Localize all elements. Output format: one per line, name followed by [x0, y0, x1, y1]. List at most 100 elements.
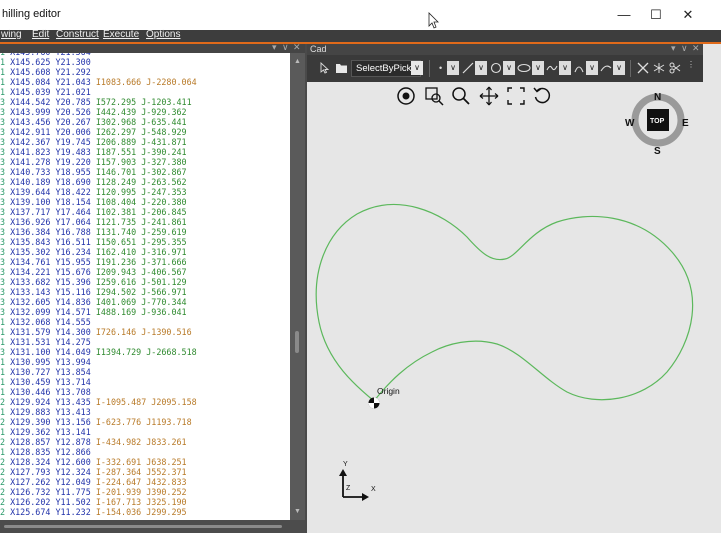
scrollbar-thumb[interactable]	[295, 331, 299, 353]
close-button[interactable]: ✕	[682, 7, 694, 22]
circle-tool-icon[interactable]	[490, 62, 502, 74]
point-tool-chevron-icon[interactable]: ∨	[447, 61, 459, 75]
cad-pin-icon[interactable]: ∨	[681, 43, 688, 53]
code-line[interactable]: 3 X136.384 Y16.788 I131.740 J-259.619	[0, 227, 187, 237]
code-line[interactable]: 3 X132.605 Y14.836 I401.069 J-770.344	[0, 297, 187, 307]
zoom-icon[interactable]	[451, 86, 471, 106]
code-line[interactable]: 2 X128.324 Y12.600 I-332.691 J638.251	[0, 457, 187, 467]
code-line[interactable]: 3 X141.278 Y19.220 I157.903 J-327.380	[0, 157, 187, 167]
code-line[interactable]: 2 X129.924 Y13.435 I-1095.487 J2095.158	[0, 397, 197, 407]
editor-horizontal-scrollbar[interactable]	[0, 520, 305, 533]
code-line[interactable]: 1 X130.727 Y13.854	[0, 367, 96, 377]
code-line[interactable]: 2 X127.793 Y12.324 I-287.364 J552.371	[0, 467, 187, 477]
cad-canvas[interactable]	[307, 82, 703, 520]
code-line[interactable]: 2 X126.202 Y11.502 I-167.713 J325.190	[0, 497, 187, 507]
code-line[interactable]: 3 X139.644 Y18.422 I120.995 J-247.353	[0, 187, 187, 197]
line-tool-chevron-icon[interactable]: ∨	[475, 61, 487, 75]
hscrollbar-thumb[interactable]	[4, 525, 282, 528]
ellipse-tool-icon[interactable]	[517, 62, 531, 74]
editor-menu-icon[interactable]: ▾	[272, 42, 277, 52]
code-line[interactable]: 2 X126.732 Y11.775 I-201.939 J390.252	[0, 487, 187, 497]
spline-tool-icon[interactable]	[546, 62, 558, 74]
code-line-prefix: 2	[0, 457, 6, 467]
pointer-tool-icon[interactable]	[319, 62, 331, 74]
code-line[interactable]: 3 X139.100 Y18.154 I108.404 J-220.380	[0, 197, 187, 207]
code-line[interactable]: 3 X142.367 Y19.745 I206.889 J-431.871	[0, 137, 187, 147]
code-line[interactable]: 3 X143.456 Y20.267 I302.968 J-635.441	[0, 117, 187, 127]
menu-item-drawing[interactable]: wing	[1, 29, 22, 40]
toolbar-overflow-icon[interactable]: ⋮	[687, 60, 695, 69]
editor-pin-icon[interactable]: ∨	[282, 42, 289, 52]
minimize-button[interactable]: —	[617, 7, 631, 22]
point-tool-icon[interactable]: •	[439, 63, 443, 73]
folder-icon[interactable]	[335, 62, 348, 74]
code-line[interactable]: 1 X145.039 Y21.021	[0, 87, 96, 97]
curve-tool-chevron-icon[interactable]: ∨	[613, 61, 625, 75]
code-line[interactable]: 3 X134.761 Y15.955 I191.236 J-371.666	[0, 257, 187, 267]
nc-code-editor[interactable]: 1 X145.760 Y21.564 1 X145.625 Y21.300 1 …	[0, 53, 290, 520]
zoom-window-icon[interactable]	[424, 86, 444, 106]
cad-menu-icon[interactable]: ▾	[671, 43, 676, 53]
code-line[interactable]: 1 X131.531 Y14.275	[0, 337, 96, 347]
reset-view-icon[interactable]	[532, 86, 552, 106]
code-line[interactable]: 1 X130.995 Y13.994	[0, 357, 96, 367]
view-eye-icon[interactable]	[396, 86, 416, 106]
code-line[interactable]: 3 X142.911 Y20.006 I262.297 J-548.929	[0, 127, 187, 137]
code-line[interactable]: 3 X136.926 Y17.064 I121.735 J-241.861	[0, 217, 187, 227]
curve-tool-icon[interactable]	[600, 62, 612, 74]
menu-item-execute[interactable]: Execute	[103, 29, 140, 40]
menu-item-construct[interactable]: Construct	[56, 29, 99, 40]
code-line[interactable]: 1 X145.625 Y21.300	[0, 57, 96, 67]
line-tool-icon[interactable]	[462, 62, 474, 74]
code-line[interactable]: 3 X134.221 Y15.676 I209.943 J-406.567	[0, 267, 187, 277]
editor-vertical-scrollbar[interactable]: ▲ ▼	[290, 53, 305, 520]
code-line[interactable]: 2 X125.674 Y11.232 I-154.036 J299.295	[0, 507, 187, 517]
code-line[interactable]: 3 X132.099 Y14.571 I488.169 J-936.041	[0, 307, 187, 317]
cad-close-icon[interactable]: ✕	[692, 43, 700, 53]
spline-tool-chevron-icon[interactable]: ∨	[559, 61, 571, 75]
code-line[interactable]: 1 X145.760 Y21.564	[0, 53, 96, 57]
editor-close-icon[interactable]: ✕	[293, 42, 301, 52]
code-line[interactable]: 2 X129.390 Y13.156 I-623.776 J1193.718	[0, 417, 192, 427]
circle-tool-chevron-icon[interactable]: ∨	[503, 61, 515, 75]
code-line[interactable]: 1 X131.579 Y14.300 I726.146 J-1390.516	[0, 327, 192, 337]
code-line[interactable]: 3 X144.542 Y20.785 I572.295 J-1203.411	[0, 97, 192, 107]
code-line[interactable]: 3 X133.143 Y15.116 I294.502 J-566.971	[0, 287, 187, 297]
code-line[interactable]: 3 X133.682 Y15.396 I259.616 J-501.129	[0, 277, 187, 287]
arc-tool-icon[interactable]	[573, 62, 585, 74]
code-line[interactable]: 2 X127.262 Y12.049 I-224.647 J432.833	[0, 477, 187, 487]
code-line[interactable]: 3 X131.100 Y14.049 I1394.729 J-2668.518	[0, 347, 197, 357]
code-line-prefix: 3	[0, 177, 6, 187]
delete-tool-icon[interactable]	[637, 62, 649, 74]
code-line[interactable]: 1 X129.362 Y13.141	[0, 427, 96, 437]
code-line[interactable]: 1 X132.068 Y14.555	[0, 317, 96, 327]
code-line[interactable]: 3 X135.843 Y16.511 I150.651 J-295.355	[0, 237, 187, 247]
code-line[interactable]: 3 X137.717 Y17.464 I102.381 J-206.845	[0, 207, 187, 217]
maximize-button[interactable]: ☐	[650, 7, 662, 22]
compass-view-label[interactable]: TOP	[650, 118, 665, 125]
menu-item-options[interactable]: Options	[146, 29, 181, 40]
arc-tool-chevron-icon[interactable]: ∨	[586, 61, 598, 75]
code-line[interactable]: 3 X135.302 Y16.234 I162.410 J-316.971	[0, 247, 187, 257]
code-line[interactable]: 3 X140.189 Y18.690 I128.249 J-263.562	[0, 177, 187, 187]
scroll-up-icon[interactable]: ▲	[294, 58, 301, 65]
code-line[interactable]: 3 X141.823 Y19.483 I187.551 J-390.241	[0, 147, 187, 157]
trim-tool-icon[interactable]	[653, 62, 665, 74]
view-compass-icon[interactable]	[631, 93, 685, 147]
code-line[interactable]: 1 X130.459 Y13.714	[0, 377, 96, 387]
code-line[interactable]: 1 X145.084 Y21.043 I1083.666 J-2280.064	[0, 77, 197, 87]
code-line[interactable]: 3 X143.999 Y20.526 I442.439 J-929.362	[0, 107, 187, 117]
code-line[interactable]: 3 X140.733 Y18.955 I146.701 J-302.867	[0, 167, 187, 177]
code-line[interactable]: 1 X130.446 Y13.708	[0, 387, 96, 397]
code-line[interactable]: 1 X128.835 Y12.866	[0, 447, 96, 457]
select-mode-chevron-icon[interactable]: ∨	[411, 61, 423, 75]
code-line[interactable]: 2 X128.857 Y12.878 I-434.982 J833.261	[0, 437, 187, 447]
menu-item-edit[interactable]: Edit	[32, 29, 50, 40]
code-line[interactable]: 1 X129.883 Y13.413	[0, 407, 96, 417]
fit-view-icon[interactable]	[506, 86, 526, 106]
ellipse-tool-chevron-icon[interactable]: ∨	[532, 61, 544, 75]
scissors-icon[interactable]	[669, 62, 681, 74]
code-line[interactable]: 1 X145.608 Y21.292	[0, 67, 96, 77]
pan-icon[interactable]	[479, 86, 499, 106]
scroll-down-icon[interactable]: ▼	[294, 508, 301, 515]
